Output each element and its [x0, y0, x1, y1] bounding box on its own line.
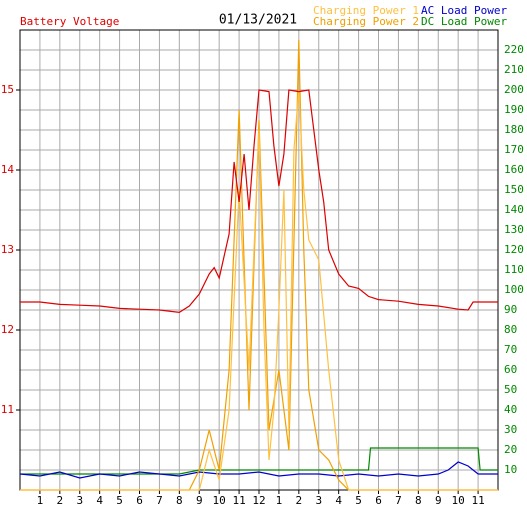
y-tick-label: 15	[1, 83, 14, 96]
y2-tick-label: 50	[504, 383, 517, 396]
y-tick-label: 11	[1, 403, 14, 416]
y-tick-label: 12	[1, 323, 14, 336]
y2-tick-label: 170	[504, 143, 524, 156]
chart-date: 01/13/2021	[219, 13, 297, 28]
y2-tick-label: 90	[504, 303, 517, 316]
x-tick-label: 10	[452, 494, 465, 507]
y2-tick-label: 100	[504, 283, 524, 296]
x-tick-label: 9	[196, 494, 203, 507]
x-tick-label: 12	[252, 494, 265, 507]
y2-tick-label: 160	[504, 163, 524, 176]
y2-tick-label: 120	[504, 243, 524, 256]
x-tick-label: 5	[116, 494, 123, 507]
y2-tick-label: 70	[504, 343, 517, 356]
y2-tick-label: 200	[504, 83, 524, 96]
y2-tick-label: 210	[504, 63, 524, 76]
series-line	[20, 89, 498, 491]
plot-frame	[19, 29, 499, 491]
x-tick-label: 2	[296, 494, 303, 507]
legend-entry: DC Load Power	[421, 15, 507, 28]
x-tick-label: 1	[37, 494, 44, 507]
x-tick-label: 1	[276, 494, 283, 507]
x-tick-label: 3	[315, 494, 322, 507]
x-tick-label: 3	[76, 494, 83, 507]
x-tick-label: 2	[57, 494, 64, 507]
legend-entry: Charging Power 1	[313, 4, 419, 17]
y2-tick-label: 220	[504, 43, 524, 56]
y-tick-label: 14	[1, 163, 15, 176]
x-tick-label: 8	[415, 494, 422, 507]
y2-tick-label: 60	[504, 363, 517, 376]
x-tick-label: 4	[335, 494, 342, 507]
y2-tick-label: 190	[504, 103, 524, 116]
x-tick-label: 8	[176, 494, 183, 507]
x-tick-label: 5	[355, 494, 362, 507]
series-line	[20, 447, 498, 475]
x-tick-label: 4	[96, 494, 103, 507]
y2-tick-label: 180	[504, 123, 524, 136]
y-tick-label: 13	[1, 243, 14, 256]
x-tick-label: 10	[213, 494, 226, 507]
x-tick-label: 11	[232, 494, 245, 507]
y2-tick-label: 140	[504, 203, 524, 216]
series-line	[19, 461, 498, 479]
y2-tick-label: 80	[504, 323, 517, 336]
x-tick-label: 7	[156, 494, 163, 507]
y2-tick-label: 110	[504, 263, 524, 276]
x-tick-label: 6	[375, 494, 382, 507]
y2-tick-label: 40	[504, 403, 517, 416]
legend-entry: Charging Power 2	[313, 15, 419, 28]
x-tick-label: 6	[136, 494, 143, 507]
x-tick-label: 9	[435, 494, 442, 507]
x-tick-label: 7	[395, 494, 402, 507]
series-line	[20, 89, 498, 314]
legend-entry: AC Load Power	[421, 4, 507, 17]
y2-tick-label: 30	[504, 423, 517, 436]
y2-tick-label: 150	[504, 183, 524, 196]
y2-tick-label: 130	[504, 223, 524, 236]
x-tick-label: 11	[471, 494, 484, 507]
y2-tick-label: 20	[504, 443, 517, 456]
y2-tick-label: 10	[504, 463, 517, 476]
legend-entry: Battery Voltage	[20, 15, 119, 28]
